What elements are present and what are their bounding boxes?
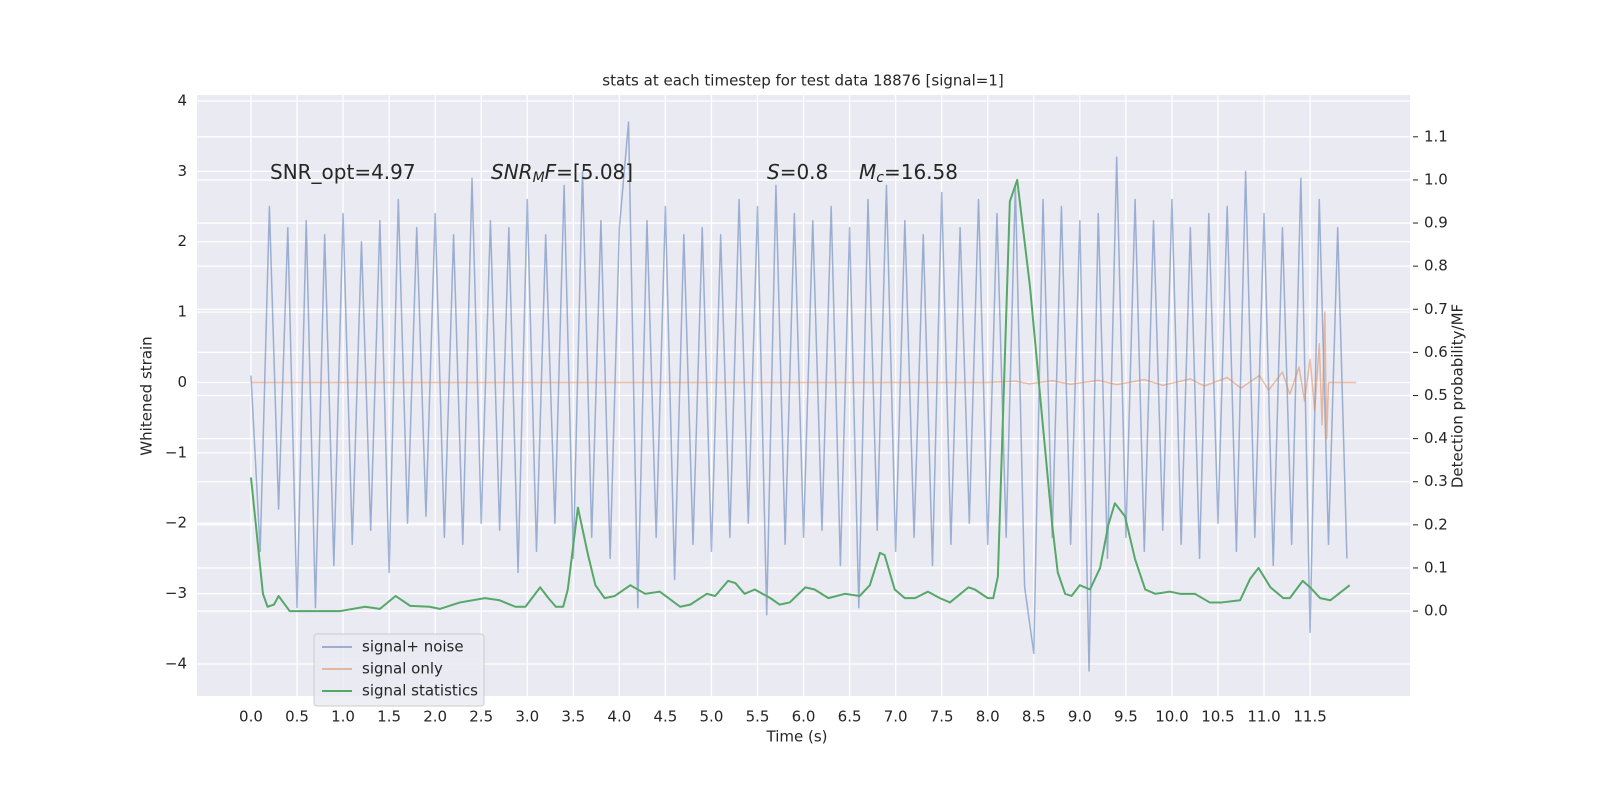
x-tick-label: 8.0 [976,708,1000,726]
y2-tick-label: 0.8 [1424,257,1448,275]
annotation-part: =0.8 [780,160,829,184]
x-tick-label: 3.0 [515,708,539,726]
annotation-part: S [767,160,780,184]
annotation-part: =[5.08] [556,160,633,184]
y-tick-label: 0 [177,373,187,391]
y-tick-label: −1 [165,443,187,461]
x-tick-label: 5.0 [700,708,724,726]
y2-tick-label: 0.2 [1424,515,1448,533]
y2-tick-label: 1.0 [1424,170,1448,188]
y2-tick-label: 0.0 [1424,602,1448,620]
x-tick-label: 0.5 [285,708,309,726]
annotation-part: M [859,160,876,184]
annotation-part: SNR [491,160,533,184]
y-tick-label: −3 [165,584,187,602]
x-tick-label: 0.0 [239,708,263,726]
y-tick-label: 1 [177,303,187,321]
x-tick-label: 11.5 [1293,708,1326,726]
annotation: SNRMF=[5.08] [491,160,633,187]
x-tick-label: 10.0 [1155,708,1188,726]
labels: 0.0 0.5 1.0 1.5 2.0 2.5 3.0 3.5 4.0 4.5 5.0 5.5 6.0 6… [165,91,1448,725]
legend-label: signal statistics [362,682,478,700]
series-line [250,121,1348,672]
y2-tick-label: 0.4 [1424,429,1448,447]
x-tick-label: 10.5 [1201,708,1234,726]
legend-label: signal only [362,660,443,678]
series-line [249,178,1351,613]
legend-label: signal+ noise [362,638,464,656]
annotation-part: =16.58 [884,160,958,184]
x-tick-label: 9.5 [1114,708,1138,726]
annotation-part: SNR_opt=4.97 [270,160,416,184]
x-tick-label: 4.0 [607,708,631,726]
x-tick-label: 1.0 [331,708,355,726]
x-tick-label: 7.5 [930,708,954,726]
annotation-part: M [533,170,545,186]
y2-tick-label: 0.6 [1424,343,1448,361]
x-tick-label: 1.5 [377,708,401,726]
x-tick-label: 2.0 [423,708,447,726]
series-line [250,311,1357,440]
marks [249,121,1357,672]
x-tick-label: 8.5 [1022,708,1046,726]
x-tick-label: 7.0 [884,708,908,726]
y2-tick-label: 0.1 [1424,558,1448,576]
y-tick-label: −4 [165,654,187,672]
y2-axis-label: Detection probability/MF [1449,304,1467,488]
x-axis-label: Time (s) [766,728,828,746]
annotation-part: F [545,160,557,184]
x-tick-label: 2.5 [469,708,493,726]
chart-title: stats at each timestep for test data 188… [602,72,1003,90]
legend: signal+ noise signal only signal statistic… [313,633,485,707]
x-tick-label: 6.5 [838,708,862,726]
annotation: Mc=16.58 [859,160,958,187]
y2-tick-label: 0.9 [1424,214,1448,232]
y-tick-label: −2 [165,514,187,532]
y-tick-label: 2 [177,232,187,250]
y2-tick-label: 0.3 [1424,472,1448,490]
x-tick-label: 9.0 [1068,708,1092,726]
legend-box [313,633,485,707]
annotation: S=0.8 [767,160,828,184]
y-tick-label: 3 [177,162,187,180]
x-tick-label: 4.5 [653,708,677,726]
annotation-part: c [876,170,884,186]
x-tick-label: 5.5 [746,708,770,726]
annotation: SNR_opt=4.97 [270,160,416,184]
x-tick-label: 3.5 [561,708,585,726]
y-tick-label: 4 [177,91,187,109]
x-tick-label: 6.0 [792,708,816,726]
x-tick-label: 11.0 [1247,708,1280,726]
y2-tick-label: 1.1 [1424,127,1448,145]
y-axis-label: Whitened strain [138,336,156,455]
y2-tick-label: 0.5 [1424,386,1448,404]
y2-tick-label: 0.7 [1424,300,1448,318]
